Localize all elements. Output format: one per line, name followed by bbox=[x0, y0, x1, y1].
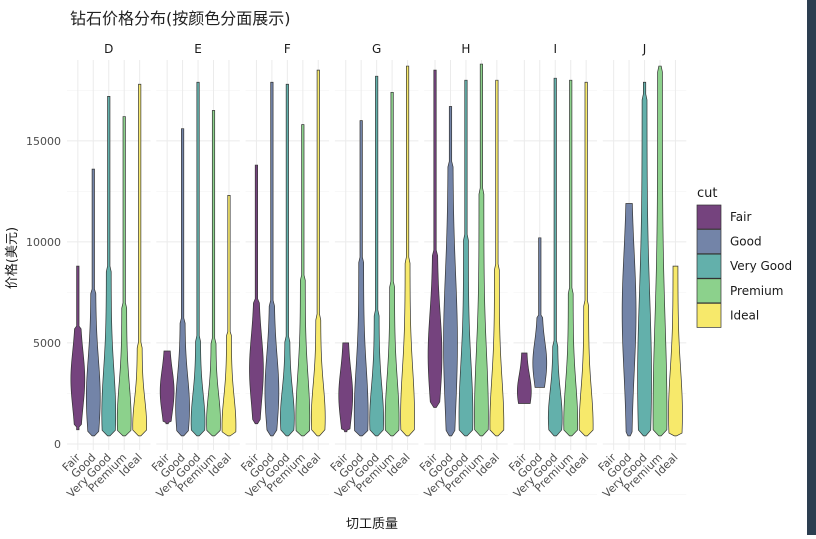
violin-H-premium bbox=[474, 63, 489, 437]
violin-F-ideal bbox=[310, 69, 326, 437]
facet-strip-label: I bbox=[553, 42, 557, 56]
y-tick-label: 15000 bbox=[26, 135, 61, 148]
violin-E-good bbox=[175, 128, 190, 437]
violin-G-good bbox=[353, 120, 369, 437]
violin-D-ideal bbox=[132, 83, 147, 437]
legend-key-ideal bbox=[696, 303, 722, 328]
violin-J-ideal bbox=[668, 265, 683, 437]
violin-F-fair bbox=[249, 164, 264, 425]
violin-E-very-good bbox=[190, 81, 206, 437]
legend-label: Good bbox=[730, 235, 762, 249]
legend-label: Fair bbox=[730, 210, 751, 224]
violin-G-very-good bbox=[369, 75, 384, 437]
y-axis-title: 价格(美元) bbox=[4, 227, 20, 289]
legend-label: Premium bbox=[730, 284, 783, 298]
violin-I-fair bbox=[517, 352, 532, 404]
violin-J-very-good bbox=[637, 81, 652, 437]
facet-strip-label: H bbox=[461, 42, 470, 56]
y-tick-label: 5000 bbox=[33, 337, 61, 350]
violin-H-very-good bbox=[458, 79, 474, 437]
legend-key-good bbox=[696, 229, 722, 254]
violin-H-fair bbox=[427, 69, 443, 408]
violin-I-very-good bbox=[547, 77, 563, 437]
y-tick-label: 0 bbox=[54, 438, 61, 451]
facet-strip-label: J bbox=[642, 42, 647, 56]
legend: cut Fair Good Very Good Premium Ideal bbox=[696, 186, 792, 328]
violin-G-ideal bbox=[400, 65, 415, 437]
legend-key-premium bbox=[696, 278, 722, 304]
violin-H-ideal bbox=[489, 79, 505, 437]
violin-E-fair bbox=[159, 350, 175, 425]
legend-label: Ideal bbox=[730, 308, 759, 322]
violin-F-good bbox=[264, 81, 280, 437]
violin-D-premium bbox=[116, 116, 132, 437]
violin-E-premium bbox=[206, 110, 221, 437]
violin-D-very-good bbox=[101, 96, 117, 437]
violin-D-fair bbox=[70, 265, 86, 431]
legend-title: cut bbox=[697, 186, 717, 201]
violin-H-good bbox=[443, 106, 458, 437]
facet-strip-label: F bbox=[284, 42, 291, 56]
window-edge-bar bbox=[807, 0, 816, 535]
violin-J-premium bbox=[652, 65, 668, 437]
violin-I-good bbox=[532, 237, 548, 388]
violin-G-fair bbox=[338, 342, 354, 433]
legend-key-fair bbox=[696, 204, 722, 230]
facet-strip-label: D bbox=[104, 42, 113, 56]
legend-key-very-good bbox=[696, 253, 722, 279]
violin-J-good bbox=[621, 203, 637, 437]
violin-I-premium bbox=[563, 79, 579, 437]
violin-layer bbox=[70, 63, 683, 437]
x-axis-title: 切工质量 bbox=[346, 517, 398, 532]
violin-G-premium bbox=[384, 91, 400, 437]
facet-strip-label: E bbox=[194, 42, 202, 56]
violin-F-very-good bbox=[280, 83, 295, 437]
legend-label: Very Good bbox=[730, 259, 792, 273]
violin-I-ideal bbox=[578, 81, 594, 437]
chart-title: 钻石价格分布(按颜色分面展示) bbox=[70, 9, 291, 28]
facet-strip-label: G bbox=[372, 42, 381, 56]
violin-D-good bbox=[85, 168, 101, 437]
violin-F-premium bbox=[295, 124, 311, 437]
y-tick-label: 10000 bbox=[26, 236, 61, 249]
violin-E-ideal bbox=[221, 195, 237, 437]
